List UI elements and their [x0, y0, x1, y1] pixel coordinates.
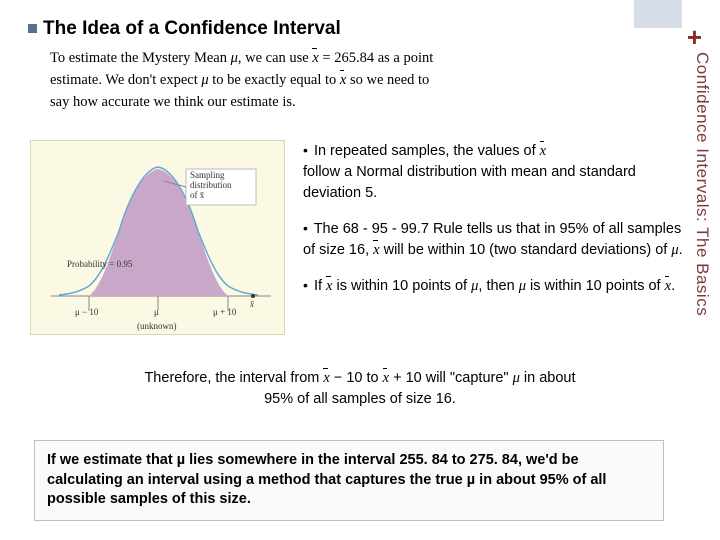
xbar-symbol: x: [383, 368, 389, 389]
bullet-square-icon: [28, 24, 37, 33]
bullet-item: • If x is within 10 points of μ, then μ …: [303, 275, 690, 297]
normal-curve-chart: Samplingdistributionof x̄ Probability = …: [30, 140, 285, 335]
t: In repeated samples, the values of: [314, 143, 540, 159]
mu-symbol: μ: [519, 278, 526, 294]
intro-frag: To estimate the Mystery Mean: [50, 50, 231, 66]
tick-label: μ: [154, 307, 159, 317]
title-lead: The: [43, 18, 77, 39]
t: + 10 will "capture": [389, 370, 513, 386]
conclusion-text: Therefore, the interval from x − 10 to x…: [80, 368, 640, 410]
plus-icon: +: [687, 22, 702, 53]
t: , then: [478, 278, 518, 294]
sampling-dist-label: Samplingdistributionof x̄: [190, 171, 232, 201]
xbar-symbol: x: [340, 70, 346, 92]
intro-frag: to be exactly equal to: [209, 72, 340, 88]
intro-frag: estimate. We don't expect: [50, 72, 201, 88]
xbar-symbol: x: [540, 141, 546, 162]
intro-frag: = 265.84 as a point: [319, 50, 434, 66]
t: in about: [520, 370, 576, 386]
xbar-symbol: x: [665, 276, 671, 297]
bullet-list: • In repeated samples, the values of x f…: [285, 140, 690, 335]
intro-text: To estimate the Mystery Mean μ, we can u…: [50, 48, 650, 113]
mu-symbol: μ: [671, 242, 678, 258]
bullet-item: • The 68 - 95 - 99.7 Rule tells us that …: [303, 218, 690, 261]
t: If: [314, 278, 326, 294]
t: − 10 to: [330, 370, 383, 386]
intro-frag: , we can use: [238, 50, 312, 66]
corner-decoration: [634, 0, 682, 28]
intro-frag: so we need to: [346, 72, 429, 88]
mu-symbol: μ: [513, 370, 520, 386]
xbar-symbol: x: [373, 240, 379, 261]
t: is within 10 points of: [332, 278, 471, 294]
t: Therefore, the interval from: [144, 370, 323, 386]
t: will be within 10 (two standard deviatio…: [380, 242, 672, 258]
xbar-dot-label: x̄: [250, 299, 254, 309]
probability-label: Probability = 0.95: [67, 259, 132, 269]
t: follow a Normal distribution with mean a…: [303, 164, 636, 201]
mid-section: Samplingdistributionof x̄ Probability = …: [30, 140, 690, 335]
tick-label: μ + 10: [213, 307, 236, 317]
xbar-symbol: x: [323, 368, 329, 389]
summary-box: If we estimate that µ lies somewhere in …: [34, 440, 664, 521]
mu-symbol: μ: [201, 72, 208, 88]
t: .: [671, 278, 675, 294]
t: 95% of all samples of size 16.: [264, 391, 456, 407]
title-rest: Idea of a Confidence Interval: [82, 18, 341, 39]
mu-symbol: μ: [231, 50, 238, 66]
t: .: [679, 242, 683, 258]
unknown-label: (unknown): [137, 321, 177, 331]
xbar-symbol: x: [312, 48, 318, 70]
tick-label: μ − 10: [75, 307, 98, 317]
slide-title: The Idea of a Confidence Interval: [28, 18, 341, 40]
t: is within 10 points of: [526, 278, 665, 294]
intro-frag: say how accurate we think our estimate i…: [50, 94, 296, 110]
xbar-symbol: x: [326, 276, 332, 297]
bullet-item: • In repeated samples, the values of x f…: [303, 140, 690, 204]
